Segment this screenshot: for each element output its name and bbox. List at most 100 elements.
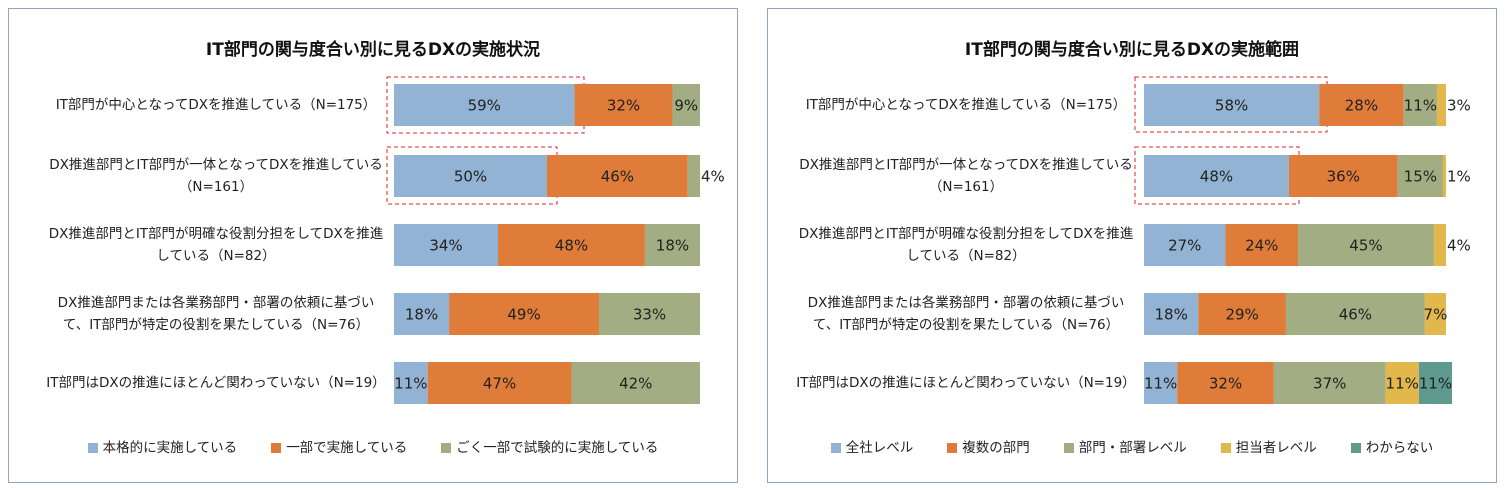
value-label: 11% bbox=[1419, 375, 1452, 393]
chart-panel: 58% 28% 11% 3% 48% 36% 15% 1% 27% 24% 45% 4% 18% 29% 4… bbox=[767, 8, 1497, 483]
value-label: 9% bbox=[674, 97, 698, 115]
value-label: 50% bbox=[454, 168, 487, 186]
bar-segment bbox=[1144, 362, 1178, 404]
value-label: 33% bbox=[633, 306, 666, 324]
bar-segment bbox=[571, 362, 700, 404]
bar-segment bbox=[1288, 155, 1398, 197]
legend-label: 部門・部署レベル bbox=[1078, 440, 1187, 456]
chart-title: IT部門の関与度合い別に見るDXの実施範囲 bbox=[964, 40, 1300, 60]
legend-swatch bbox=[1220, 443, 1231, 453]
bar-segment bbox=[574, 84, 673, 126]
legend-label: 本格的に実施している bbox=[102, 440, 238, 456]
legend: 全社レベル 複数の部門 部門・部署レベル 担当者レベル わからない bbox=[768, 436, 1496, 456]
value-label: 18% bbox=[1155, 306, 1188, 324]
legend-swatch bbox=[271, 443, 282, 453]
bar-segment bbox=[1144, 224, 1226, 266]
value-label: 4% bbox=[1447, 237, 1471, 255]
chart-title: IT部門の関与度合い別に見るDXの実施状況 bbox=[205, 40, 541, 60]
legend-label: 担当者レベル bbox=[1235, 440, 1317, 456]
legend-label: 一部で実施している bbox=[286, 440, 408, 456]
value-label: 49% bbox=[507, 306, 540, 324]
legend-swatch bbox=[1063, 443, 1074, 453]
legend-item: 部門・部署レベル bbox=[1063, 436, 1187, 456]
legend-item: わからない bbox=[1350, 436, 1434, 456]
value-label: 59% bbox=[468, 97, 501, 115]
legend-swatch bbox=[87, 443, 98, 453]
bar-segment bbox=[394, 293, 450, 335]
bar-segment bbox=[394, 84, 575, 126]
value-label: 11% bbox=[1404, 97, 1437, 115]
category-label: DX推進部門とIT部門が一体となってDXを推進している（N=161） bbox=[799, 157, 1133, 195]
value-label: 46% bbox=[1339, 306, 1372, 324]
legend-swatch bbox=[441, 443, 452, 453]
bar-segment bbox=[1442, 155, 1446, 197]
bar-segment bbox=[427, 362, 572, 404]
value-label: 36% bbox=[1327, 168, 1360, 186]
value-label: 4% bbox=[701, 168, 725, 186]
bar-segment bbox=[498, 224, 645, 266]
category-label: DX推進部門または各業務部門・部署の依頼に基づいて、IT部門が特定の役割を果たし… bbox=[807, 295, 1125, 333]
legend-label: ごく一部で試験的に実施している bbox=[456, 440, 659, 456]
bar-segment bbox=[1144, 84, 1320, 126]
bar-segment bbox=[1298, 224, 1434, 266]
value-label: 37% bbox=[1313, 375, 1346, 393]
value-label: 34% bbox=[429, 237, 462, 255]
bar-segment bbox=[672, 84, 700, 126]
value-label: 28% bbox=[1345, 97, 1378, 115]
bar-segment bbox=[1144, 293, 1199, 335]
bar-segment bbox=[1397, 155, 1443, 197]
legend-item: 全社レベル bbox=[830, 436, 914, 456]
value-label: 46% bbox=[601, 168, 634, 186]
value-label: 29% bbox=[1225, 306, 1258, 324]
plot: 59% 32% 9% 50% 46% 4% 34% 48% 18% 18% 49% 33% 11% 47%… bbox=[386, 76, 725, 404]
bar-segment bbox=[1385, 362, 1419, 404]
bar-segment bbox=[1436, 84, 1446, 126]
value-label: 48% bbox=[555, 237, 588, 255]
value-label: 11% bbox=[1386, 375, 1419, 393]
value-label: 18% bbox=[405, 306, 438, 324]
value-label: 7% bbox=[1424, 306, 1448, 324]
legend-swatch bbox=[830, 443, 841, 453]
bar-segment bbox=[1225, 224, 1299, 266]
bar-segment bbox=[1319, 84, 1404, 126]
bar-segment bbox=[1424, 293, 1446, 335]
bar-segment bbox=[449, 293, 600, 335]
bar-segment bbox=[1144, 155, 1289, 197]
legend-label: 全社レベル bbox=[845, 440, 914, 456]
bar-segment bbox=[1403, 84, 1437, 126]
value-label: 11% bbox=[1144, 375, 1177, 393]
bar-segment bbox=[547, 155, 688, 197]
category-label: IT部門が中心となってDXを推進している（N=175） bbox=[805, 97, 1127, 113]
legend-item: 本格的に実施している bbox=[87, 436, 238, 456]
legend-item: 複数の部門 bbox=[947, 436, 1030, 456]
value-label: 18% bbox=[656, 237, 689, 255]
bar-segment bbox=[394, 224, 499, 266]
bar-segment bbox=[1198, 293, 1286, 335]
value-label: 27% bbox=[1168, 237, 1201, 255]
bar-segment bbox=[1285, 293, 1425, 335]
bar-segment bbox=[394, 155, 547, 197]
category-label: DX推進部門とIT部門が明確な役割分担をしてDXを推進している（N=82） bbox=[798, 226, 1134, 264]
bar-segment bbox=[1177, 362, 1274, 404]
legend: 本格的に実施している 一部で実施している ごく一部で試験的に実施している bbox=[9, 436, 737, 456]
legend-item: 一部で実施している bbox=[271, 436, 407, 456]
value-label: 42% bbox=[619, 375, 652, 393]
bar-segment bbox=[394, 362, 428, 404]
category-label: IT部門はDXの推進にほとんど関わっていない（N=19） bbox=[796, 375, 1136, 391]
value-label: 32% bbox=[1209, 375, 1242, 393]
value-label: 45% bbox=[1349, 237, 1382, 255]
legend-swatch bbox=[947, 443, 958, 453]
legend-item: 担当者レベル bbox=[1220, 436, 1317, 456]
value-label: 15% bbox=[1404, 168, 1437, 186]
legend-label: わからない bbox=[1365, 440, 1434, 456]
category-label: DX推進部門とIT部門が一体となってDXを推進している（N=161） bbox=[49, 157, 383, 195]
legend-label: 複数の部門 bbox=[962, 440, 1030, 456]
bar-segment bbox=[1273, 362, 1386, 404]
value-label: 3% bbox=[1447, 97, 1471, 115]
value-label: 58% bbox=[1215, 97, 1248, 115]
value-label: 47% bbox=[483, 375, 516, 393]
category-label: IT部門はDXの推進にほとんど関わっていない（N=19） bbox=[46, 375, 386, 391]
category-label: DX推進部門とIT部門が明確な役割分担をしてDXを推進している（N=82） bbox=[48, 226, 384, 264]
value-label: 32% bbox=[607, 97, 640, 115]
